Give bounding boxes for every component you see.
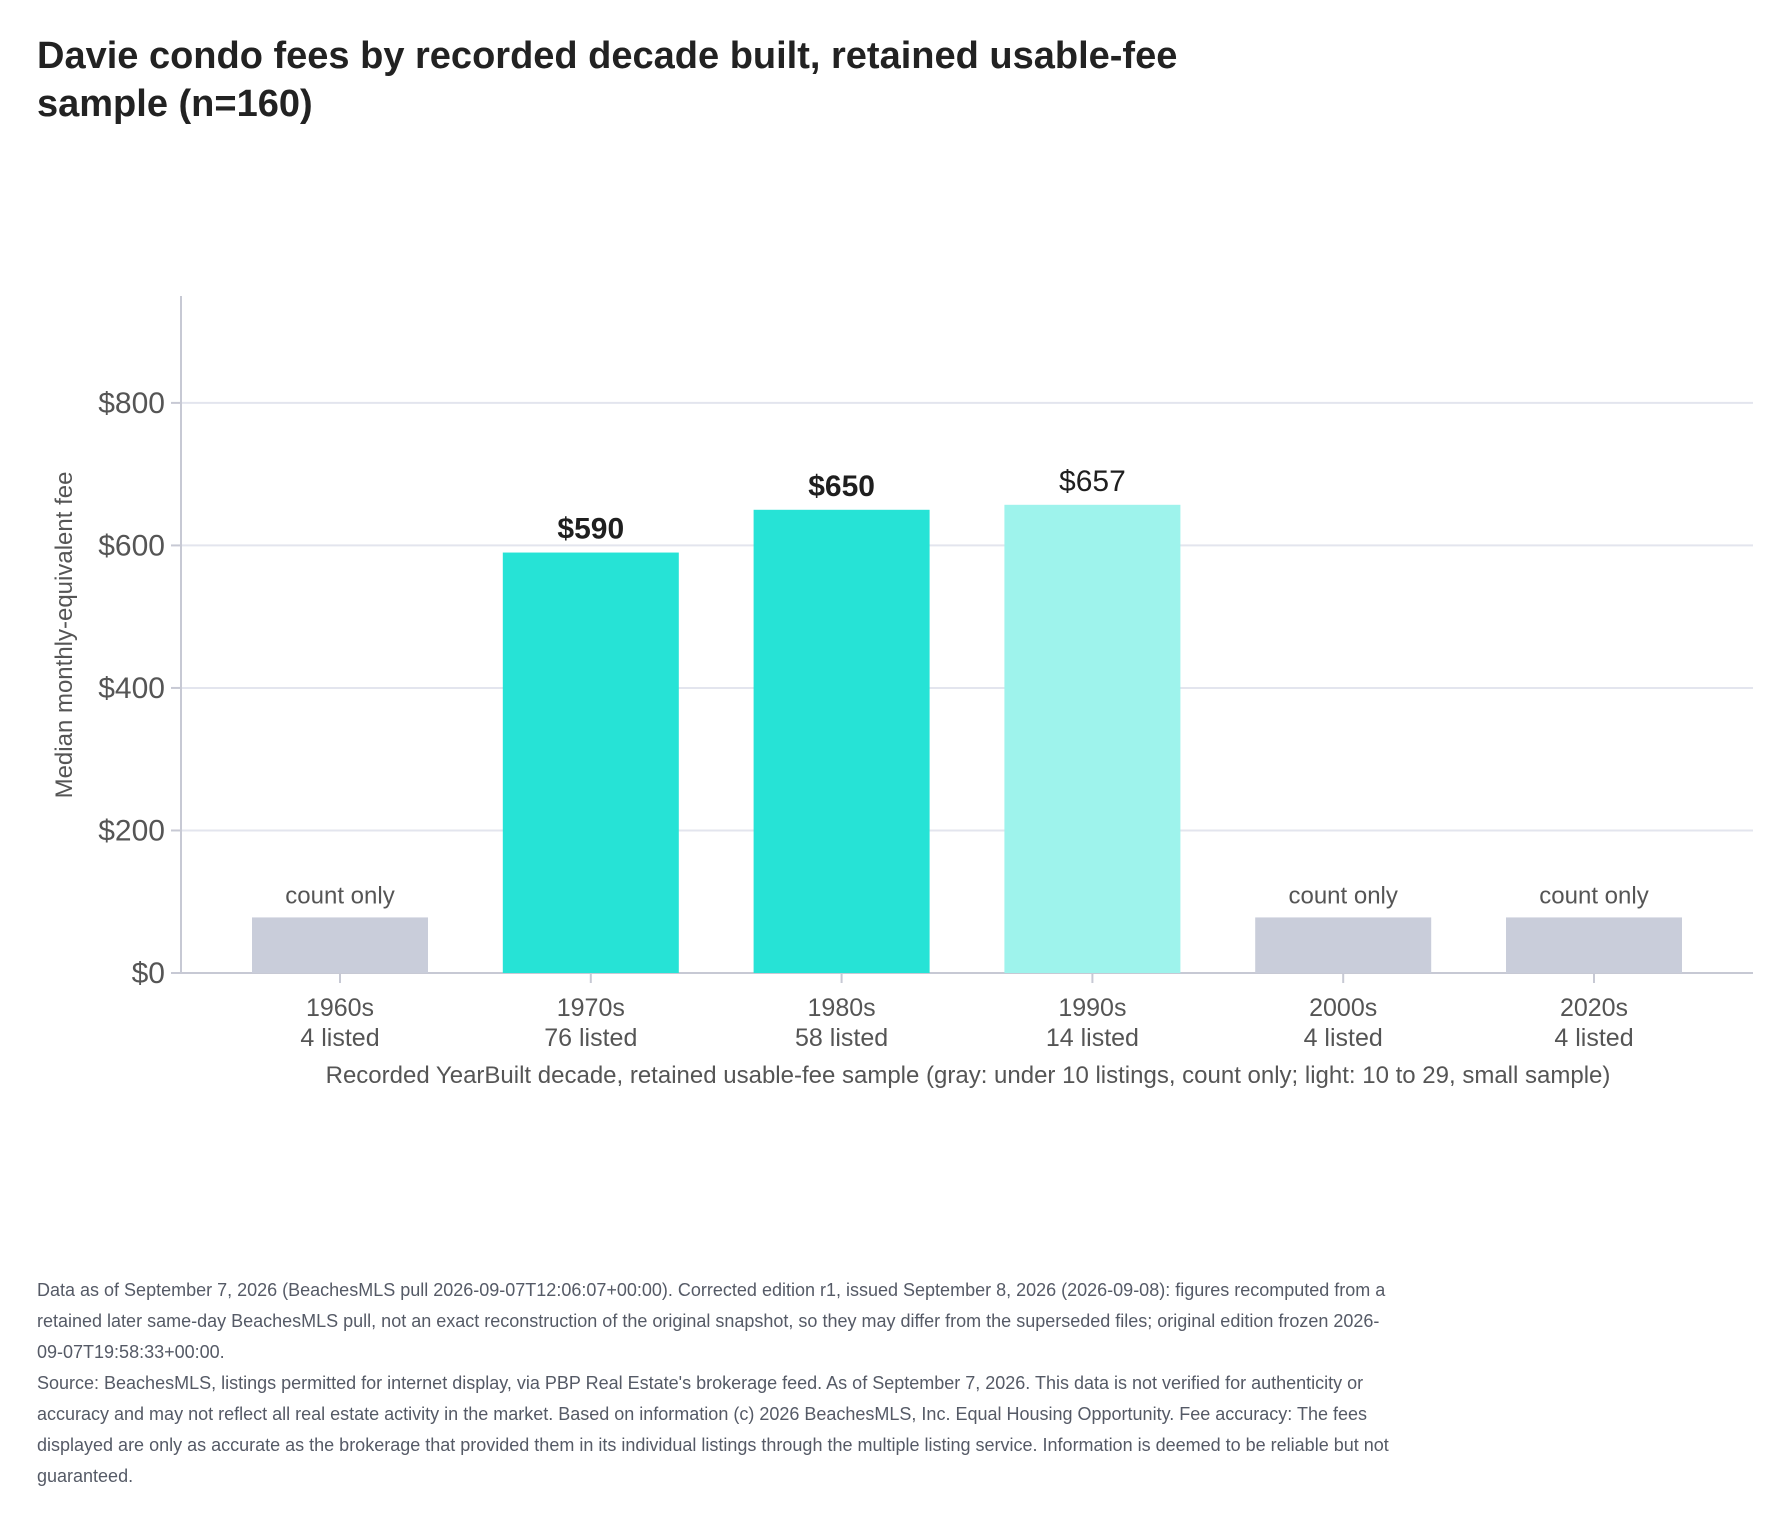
bar-value-label: $590 bbox=[557, 513, 624, 546]
x-tick-label: 1980s bbox=[808, 994, 876, 1022]
y-tick-label: $800 bbox=[98, 387, 165, 420]
x-tick-sublabel: 58 listed bbox=[795, 1024, 888, 1052]
x-tick-sublabel: 4 listed bbox=[1304, 1024, 1383, 1052]
bar-2000s bbox=[1255, 917, 1432, 973]
y-axis-label: Median monthly-equivalent fee bbox=[51, 472, 78, 799]
bar-value-label: $650 bbox=[808, 470, 875, 503]
bar-1990s bbox=[1004, 504, 1181, 973]
bar-1980s bbox=[753, 509, 930, 973]
bar-2020s bbox=[1506, 917, 1682, 973]
y-tick-label: $0 bbox=[132, 957, 165, 990]
x-tick-sublabel: 14 listed bbox=[1046, 1024, 1139, 1052]
bar-1960s bbox=[252, 917, 428, 973]
bar-value-label: count only bbox=[285, 882, 394, 909]
bar-value-label: $657 bbox=[1059, 465, 1126, 498]
y-tick-label: $600 bbox=[98, 529, 165, 562]
chart-title: Davie condo fees by recorded decade buil… bbox=[37, 35, 1178, 125]
x-tick-sublabel: 76 listed bbox=[544, 1024, 637, 1052]
bar-value-label: count only bbox=[1539, 882, 1648, 909]
bar-1970s bbox=[502, 552, 679, 973]
x-tick-label: 2020s bbox=[1560, 994, 1628, 1022]
y-tick-label: $200 bbox=[98, 814, 165, 847]
footnote-source-note: Source: BeachesMLS, listings permitted f… bbox=[37, 1373, 1389, 1486]
x-tick-label: 2000s bbox=[1309, 994, 1377, 1022]
y-tick-label: $400 bbox=[98, 672, 165, 705]
x-tick-label: 1970s bbox=[557, 994, 625, 1022]
bar-value-label: count only bbox=[1288, 882, 1397, 909]
x-tick-label: 1960s bbox=[306, 994, 374, 1022]
x-axis-label: Recorded YearBuilt decade, retained usab… bbox=[326, 1062, 1611, 1089]
x-tick-sublabel: 4 listed bbox=[1554, 1024, 1633, 1052]
data-labels: count only $590 $650 $657 count only count on… bbox=[285, 465, 1648, 910]
footnote-edition-note: Data as of September 7, 2026 (BeachesMLS… bbox=[37, 1280, 1386, 1362]
footnote: Data as of September 7, 2026 (BeachesMLS… bbox=[37, 1275, 1397, 1492]
bars bbox=[252, 504, 1682, 973]
grid-lines bbox=[181, 401, 1753, 832]
x-tick-sublabel: 4 listed bbox=[300, 1024, 379, 1052]
x-tick-label: 1990s bbox=[1058, 994, 1126, 1022]
